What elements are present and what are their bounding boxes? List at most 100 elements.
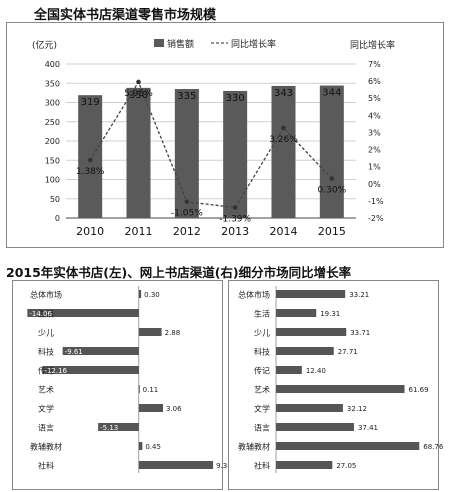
growth-value-label: 5.95%	[124, 89, 153, 99]
growth-point	[87, 157, 93, 163]
y2-tick-label: -2%	[368, 214, 384, 223]
bar-value-label: 335	[177, 91, 196, 102]
legend-bar-swatch	[154, 39, 164, 47]
y-axis-label: (亿元)	[32, 39, 57, 51]
y2-tick-label: 3%	[368, 128, 381, 137]
y2-tick-label: 1%	[368, 163, 381, 172]
y-tick-label: 150	[45, 156, 60, 165]
bar	[276, 309, 317, 317]
bar	[138, 290, 142, 298]
y2-tick-label: 4%	[368, 111, 381, 120]
bar-value-label: 330	[226, 93, 245, 104]
bar-value-label: 319	[81, 97, 100, 108]
category-label: 教辅教材	[238, 442, 270, 452]
bar-value-label: 27.05	[336, 462, 356, 470]
y2-tick-label: 2%	[368, 146, 381, 155]
x-tick-label: 2010	[76, 225, 104, 238]
y2-tick-label: 0%	[368, 180, 381, 189]
category-label: 少儿	[38, 329, 54, 338]
y-tick-label: 350	[45, 79, 60, 88]
category-label: 社科	[254, 461, 270, 471]
bar	[138, 404, 164, 412]
growth-point	[136, 79, 141, 85]
y-tick-label: 400	[45, 60, 60, 69]
bar-value-label: 0.30	[144, 291, 160, 299]
bar	[138, 385, 140, 393]
y2-tick-label: 5%	[368, 94, 381, 103]
bar-value-label: 33.71	[350, 329, 370, 337]
category-label: 艺术	[38, 385, 54, 395]
x-tick-label: 2012	[173, 225, 201, 238]
bar	[276, 404, 343, 412]
bar-value-label: -12.16	[44, 367, 67, 375]
bar-value-label: 27.71	[338, 348, 358, 356]
bar-value-label: 3.06	[166, 405, 182, 413]
bar	[138, 328, 162, 336]
category-label: 艺术	[254, 385, 270, 395]
bar	[276, 423, 354, 431]
bar	[223, 90, 248, 218]
legend-line-label: 同比增长率	[231, 38, 276, 50]
y-tick-label: 50	[50, 195, 60, 204]
bar	[276, 328, 347, 336]
growth-point	[232, 205, 238, 210]
category-label: 总体市场	[30, 290, 62, 300]
chart1-title: 全国实体书店渠道零售市场规模	[34, 8, 217, 23]
bar	[276, 366, 302, 374]
bar-value-label: 2.88	[165, 329, 181, 337]
bar	[174, 89, 199, 219]
bar-value-label: -14.06	[29, 310, 52, 318]
y2-tick-label: 7%	[368, 60, 381, 69]
y-tick-label: 250	[45, 118, 60, 127]
category-label: 生活	[254, 309, 270, 319]
growth-value-label: -1.05%	[171, 209, 203, 219]
bar-value-label: 338	[129, 90, 148, 101]
bar-value-label: -5.13	[100, 424, 118, 432]
bar	[42, 366, 139, 374]
bar	[271, 85, 296, 218]
chart2-horizontal-bars: 总体市场 0.30 生活 -14.06 少儿 2.88 科技 -9.61 传记-12.16 艺术 0…	[12, 280, 444, 490]
category-label: 语言	[38, 423, 54, 433]
bar-value-label: 37.41	[358, 424, 378, 432]
category-label: 传记	[38, 366, 54, 376]
y2-tick-label: -1%	[368, 197, 384, 206]
chart2-title: 2015年实体书店(左)、网上书店渠道(右)细分市场同比增长率	[6, 265, 352, 280]
y-tick-label: 100	[45, 176, 60, 185]
bar	[276, 347, 334, 355]
bar	[319, 85, 344, 218]
y2-tick-label: 6%	[368, 77, 381, 86]
bar-value-label: 19.31	[320, 310, 340, 318]
bar	[138, 461, 214, 469]
y-tick-label: 200	[45, 137, 60, 146]
bar-value-label: 33.21	[349, 291, 369, 299]
growth-value-label: -1.39%	[219, 215, 251, 225]
bar	[276, 385, 405, 393]
x-tick-label: 2013	[221, 225, 249, 238]
growth-point	[329, 176, 335, 181]
category-label: 文学	[38, 404, 54, 414]
legend-bar-label: 销售额	[167, 38, 194, 50]
growth-line	[89, 80, 333, 209]
bar-value-label: 9.38	[216, 462, 232, 470]
bar	[276, 461, 333, 469]
category-label: 科技	[38, 347, 54, 357]
category-label: 语言	[254, 423, 270, 433]
bar-value-label: -9.61	[65, 348, 83, 356]
bar	[78, 95, 103, 218]
growth-value-label: 0.30%	[318, 186, 347, 196]
bar	[98, 423, 139, 431]
category-label: 少儿	[254, 329, 270, 338]
bar-value-label: 0.11	[143, 386, 159, 394]
x-tick-label: 2014	[270, 225, 298, 238]
bar	[126, 87, 151, 219]
bar	[138, 442, 143, 450]
bar-value-label: 344	[322, 88, 341, 99]
bar-value-label: 68.76	[423, 443, 444, 451]
bar	[276, 290, 346, 298]
category-label: 文学	[254, 404, 270, 414]
bar	[62, 347, 139, 355]
y-tick-label: 0	[55, 214, 60, 223]
growth-point	[184, 199, 190, 205]
category-label: 科技	[254, 347, 270, 357]
category-label: 总体市场	[238, 290, 270, 300]
